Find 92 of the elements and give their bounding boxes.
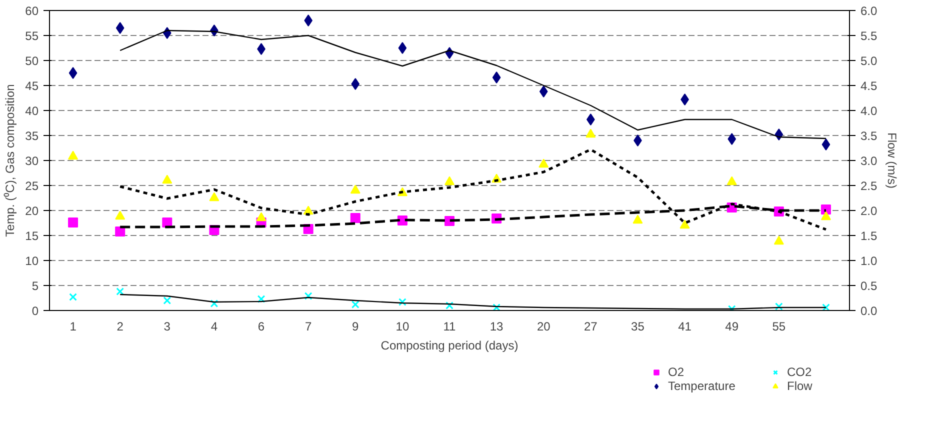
point (586, 114, 595, 126)
point (350, 184, 360, 194)
point (115, 210, 126, 220)
x-tick-label: 35 (631, 320, 645, 334)
y2-tick-label: 4.5 (860, 79, 878, 93)
y-tick-label: 5 (32, 279, 39, 293)
point (351, 78, 360, 90)
point (116, 288, 124, 296)
point (586, 128, 596, 138)
x-tick-label: 27 (584, 320, 598, 334)
y-tick-label: 35 (25, 129, 39, 143)
x-tick-label: 4 (210, 320, 218, 334)
y-tick-label: 20 (25, 204, 39, 218)
x-tick-label: 7 (304, 320, 312, 334)
x-tick-label: 2 (116, 320, 124, 334)
y-tick-label: 55 (25, 29, 39, 43)
y2-tick-label: 2.5 (860, 179, 878, 193)
x-tick-label: 49 (725, 320, 739, 334)
x-tick-label: 10 (396, 320, 410, 334)
legend-label: O2 (668, 365, 686, 379)
point (820, 211, 831, 220)
point (69, 293, 77, 301)
y2-tick-label: 5.0 (860, 54, 878, 68)
y-tick-label: 50 (25, 54, 39, 68)
y2-tick-label: 1.5 (860, 229, 878, 243)
point (304, 292, 312, 300)
y2-tick-label: 3.0 (860, 154, 878, 168)
x-axis-title: Composting period (days) (380, 338, 518, 352)
x-tick-label: 55 (772, 320, 786, 334)
point (492, 72, 501, 84)
y-tick-label: 0 (32, 304, 39, 318)
point (209, 192, 220, 202)
point (257, 43, 266, 55)
point (115, 226, 126, 236)
point (68, 150, 78, 160)
y2-tick-label: 5.5 (860, 29, 878, 43)
line-series (118, 148, 828, 231)
point (680, 220, 690, 229)
point (492, 304, 500, 310)
y2-tick-label: 0.5 (860, 279, 878, 293)
y-tick-label: 15 (25, 229, 39, 243)
point (68, 67, 78, 79)
point (116, 22, 124, 34)
y2-tick-label: 6.0 (860, 4, 878, 18)
x-tick-label: 41 (678, 320, 692, 334)
y2-tick-label: 3.5 (860, 129, 878, 143)
point (68, 218, 78, 228)
legend-label: CO2 (787, 365, 813, 379)
y-tick-label: 10 (25, 254, 39, 268)
point (538, 158, 549, 168)
y2-tick-label: 2.0 (860, 204, 878, 218)
point (539, 86, 548, 98)
x-tick-label: 3 (164, 320, 171, 334)
y2-tick-label: 0.0 (860, 304, 878, 318)
y-tick-label: 30 (25, 154, 39, 168)
point (774, 302, 783, 310)
x-tick-label: 11 (443, 320, 456, 334)
point (680, 94, 689, 106)
legend-label: Temperature (668, 379, 736, 393)
x-tick-label: 1 (70, 320, 77, 334)
x-tick-label: 9 (352, 320, 360, 334)
point (774, 236, 784, 245)
y-tick-label: 45 (25, 79, 39, 93)
x-tick-label: 13 (490, 320, 504, 334)
y-axis-title: Temp. (⁰C), Gas composition (3, 84, 18, 237)
point (210, 300, 218, 308)
y2-tick-label: 4.0 (860, 104, 878, 118)
legend-label: Flow (787, 379, 814, 393)
point (398, 298, 406, 306)
point (728, 133, 736, 145)
point (256, 212, 266, 222)
x-tick-label: 6 (258, 320, 265, 334)
point (446, 302, 454, 310)
y-tick-label: 40 (25, 104, 39, 118)
point (351, 300, 360, 308)
point (632, 214, 643, 224)
point (398, 42, 407, 54)
y-tick-label: 25 (25, 179, 39, 193)
point (304, 14, 312, 26)
point (634, 134, 642, 146)
point (257, 295, 266, 303)
point (350, 213, 360, 223)
point (162, 174, 172, 184)
y-tick-label: 60 (25, 4, 39, 18)
point (822, 138, 830, 150)
x-tick-label: 20 (536, 320, 551, 334)
y2-axis-title: Flow (m/s) (885, 132, 900, 189)
y2-tick-label: 1.0 (860, 254, 878, 268)
point (444, 176, 454, 186)
point (822, 304, 830, 310)
point (163, 296, 172, 304)
point (726, 176, 737, 186)
